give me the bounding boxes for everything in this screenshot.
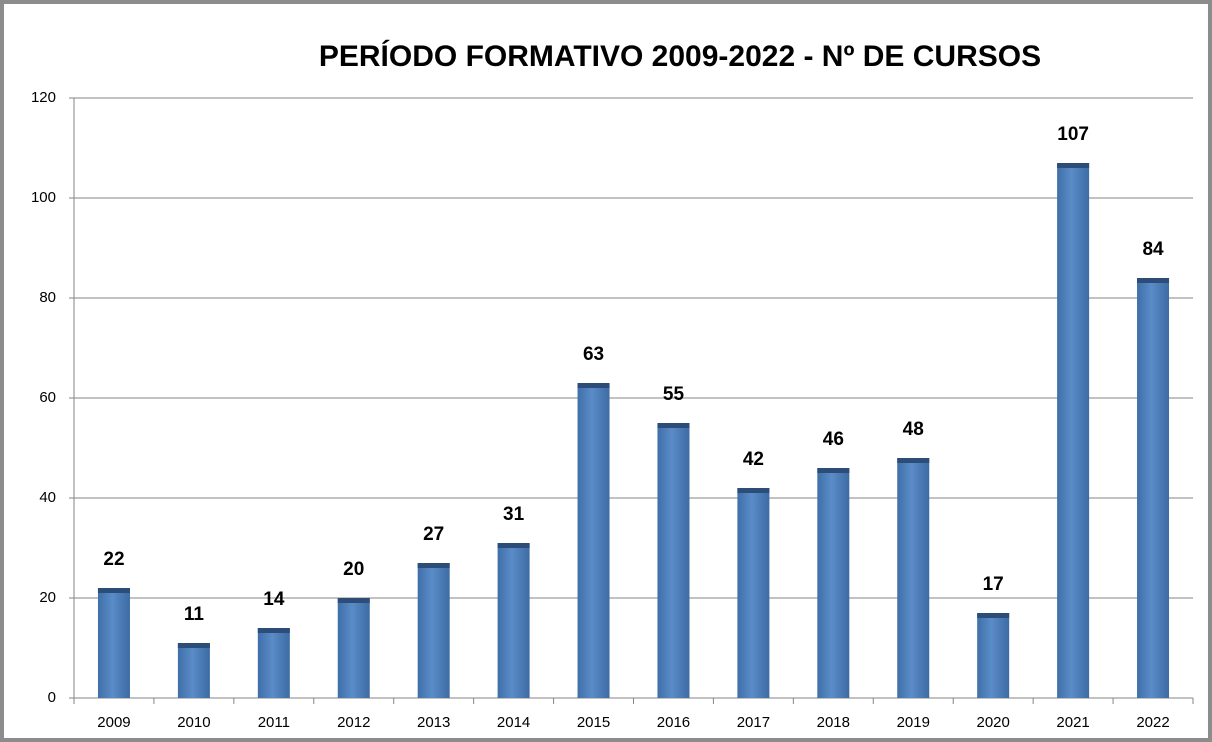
bar-cap (737, 488, 770, 493)
bar-cap (177, 643, 210, 648)
bar (337, 598, 370, 698)
data-label: 84 (1142, 239, 1164, 260)
bar-cap (817, 468, 850, 473)
bar-cap (977, 613, 1010, 618)
chart-title: PERÍODO FORMATIVO 2009-2022 - Nº DE CURS… (319, 39, 1041, 73)
x-tick-label: 2016 (657, 714, 690, 731)
x-tick-label: 2009 (97, 714, 130, 731)
data-label: 31 (503, 504, 525, 525)
bar (257, 628, 290, 698)
y-tick-label: 120 (31, 89, 56, 106)
x-tick-label: 2014 (497, 714, 530, 731)
bar (897, 458, 930, 698)
x-tick-label: 2021 (1056, 714, 1089, 731)
data-label: 11 (184, 604, 205, 625)
bar (737, 488, 770, 698)
bar-cap (257, 628, 290, 633)
bar-cap (897, 458, 930, 463)
data-label: 48 (903, 419, 924, 440)
bar-cap (657, 423, 690, 428)
data-label: 20 (343, 559, 364, 580)
x-tick-label: 2019 (897, 714, 930, 731)
data-label: 17 (983, 574, 1004, 595)
bar-cap (1057, 163, 1090, 168)
bar-cap (417, 563, 450, 568)
bar (577, 383, 610, 698)
y-tick-label: 20 (39, 589, 56, 606)
x-tick-label: 2013 (417, 714, 450, 731)
bar (177, 643, 210, 698)
x-tick-label: 2010 (177, 714, 210, 731)
data-label: 63 (583, 344, 604, 365)
y-tick-label: 40 (39, 489, 56, 506)
x-tick-label: 2018 (817, 714, 850, 731)
x-tick-label: 2012 (337, 714, 370, 731)
data-label: 42 (743, 449, 764, 470)
y-tick-label: 0 (48, 689, 56, 706)
x-tick-label: 2017 (737, 714, 770, 731)
bar (417, 563, 450, 698)
bar (977, 613, 1010, 698)
bar (1137, 278, 1170, 698)
x-tick-label: 2015 (577, 714, 610, 731)
bar (497, 543, 530, 698)
data-label: 107 (1057, 124, 1089, 145)
x-tick-label: 2022 (1136, 714, 1169, 731)
bar-cap (337, 598, 370, 603)
bar-cap (497, 543, 530, 548)
data-label: 27 (423, 524, 444, 545)
bar (1057, 163, 1090, 698)
bar (657, 423, 690, 698)
data-label: 14 (263, 589, 285, 610)
bar-cap (577, 383, 610, 388)
y-tick-label: 100 (31, 189, 56, 206)
bar (817, 468, 850, 698)
bar-cap (97, 588, 130, 593)
data-label: 55 (663, 384, 685, 405)
y-tick-label: 80 (39, 289, 56, 306)
data-label: 22 (103, 549, 124, 570)
y-tick-label: 60 (39, 389, 56, 406)
bar-cap (1137, 278, 1170, 283)
x-tick-label: 2020 (976, 714, 1009, 731)
x-tick-label: 2011 (258, 714, 290, 731)
data-label: 46 (823, 429, 844, 450)
bar (97, 588, 130, 698)
